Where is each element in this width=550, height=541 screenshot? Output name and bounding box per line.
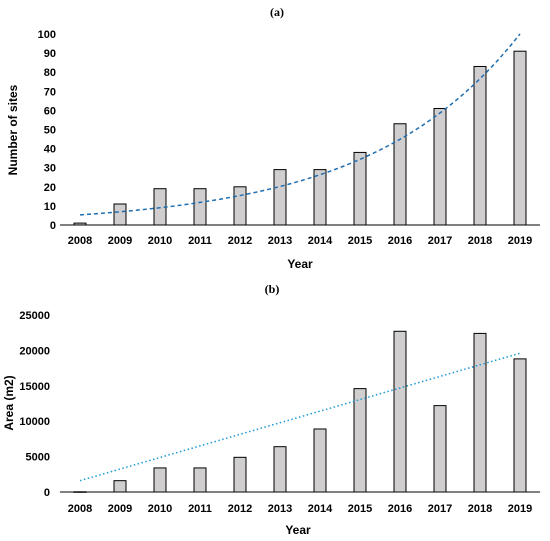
bar-2011 (193, 188, 207, 226)
x-tick-label: 2015 (348, 503, 372, 515)
y-tick-label: 90 (44, 48, 56, 60)
x-tick-label: 2012 (228, 503, 252, 515)
bar-2012 (233, 456, 247, 493)
y-tick-label: 10000 (19, 416, 50, 428)
x-tick-label: 2014 (308, 503, 333, 515)
bar-2018 (473, 65, 487, 226)
bar-2015 (353, 151, 367, 226)
y-axis-title-a: Number of sites (6, 84, 20, 175)
y-tick-label: 80 (44, 67, 56, 79)
x-tick-label: 2013 (268, 235, 292, 247)
x-tick-label: 2016 (388, 235, 412, 247)
x-tick-label: 2009 (108, 235, 132, 247)
panel-label-a: (a) (270, 5, 284, 19)
bar-2013 (273, 446, 287, 493)
y-tick-label: 70 (44, 86, 56, 98)
bar-2017 (433, 107, 447, 226)
x-tick-label: 2011 (188, 235, 212, 247)
x-tick-label: 2008 (68, 235, 92, 247)
bar-2018 (473, 332, 487, 493)
x-axis-title-a: Year (287, 257, 313, 271)
y-tick-label: 100 (38, 29, 56, 41)
bar-2016 (393, 330, 407, 493)
y-axis-title-b: Area (m2) (2, 375, 16, 430)
x-axis-title-b: Year (285, 523, 311, 537)
y-tick-label: 25000 (19, 310, 50, 322)
x-tick-label: 2008 (68, 503, 92, 515)
bar-2009 (113, 203, 127, 226)
x-tick-label: 2019 (508, 503, 532, 515)
y-tick-label: 0 (50, 220, 56, 232)
x-tick-label: 2016 (388, 503, 412, 515)
y-tick-label: 20000 (19, 345, 50, 357)
bar-2011 (193, 467, 207, 493)
y-tick-label: 5000 (26, 452, 50, 464)
y-tick-label: 30 (44, 163, 56, 175)
chart-panel-a: (a) 0 10 20 30 40 50 60 70 80 90 100 2008 2009 2010 2… (6, 5, 540, 271)
x-tick-label: 2018 (468, 235, 492, 247)
y-tick-label: 10 (44, 201, 56, 213)
x-tick-label: 2013 (268, 503, 292, 515)
bar-2019 (513, 50, 527, 226)
x-tick-label: 2011 (188, 503, 212, 515)
x-tick-label: 2018 (468, 503, 492, 515)
bar-2009 (113, 480, 127, 493)
x-tick-label: 2017 (428, 503, 452, 515)
x-tick-label: 2010 (148, 235, 172, 247)
y-tick-label: 40 (44, 144, 56, 156)
bar-2014 (313, 428, 327, 493)
bar-2010 (153, 467, 167, 493)
y-tick-label: 0 (44, 487, 50, 499)
y-tick-label: 20 (44, 182, 56, 194)
bar-2013 (273, 169, 287, 226)
x-tick-label: 2009 (108, 503, 132, 515)
x-tick-label: 2017 (428, 235, 452, 247)
bar-2014 (313, 169, 327, 226)
x-tick-label: 2010 (148, 503, 172, 515)
x-tick-label: 2014 (308, 235, 333, 247)
trendline-linear (79, 352, 521, 482)
x-tick-label: 2015 (348, 235, 372, 247)
y-tick-label: 15000 (19, 381, 50, 393)
bar-2017 (433, 405, 447, 493)
bar-2012 (233, 186, 247, 226)
bar-2019 (513, 358, 527, 493)
chart-panel-b: (b) 0 5000 10000 15000 20000 25000 2008 2009 20… (2, 282, 540, 537)
x-tick-label: 2012 (228, 235, 252, 247)
panel-label-b: (b) (265, 282, 280, 296)
x-tick-label: 2019 (508, 235, 532, 247)
trendline-exponential (79, 33, 521, 216)
y-tick-label: 50 (44, 125, 56, 137)
y-tick-label: 60 (44, 105, 56, 117)
bar-2015 (353, 388, 367, 493)
